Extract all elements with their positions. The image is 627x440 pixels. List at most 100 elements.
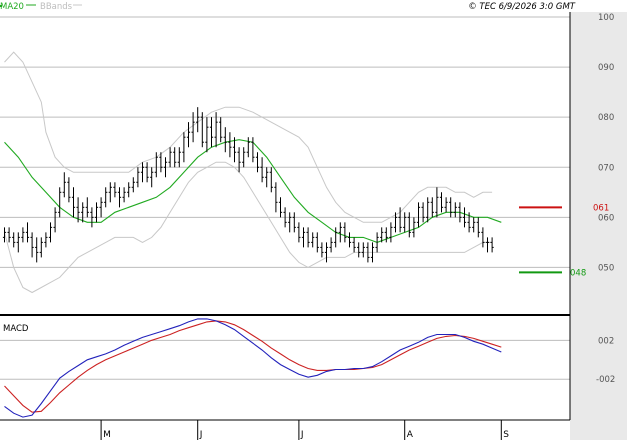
price-bar xyxy=(150,167,154,188)
price-bar xyxy=(85,197,89,218)
price-bar xyxy=(136,167,140,188)
price-bar xyxy=(246,137,250,158)
bbands-legend-label: BBands xyxy=(40,2,73,12)
macd-tick-label: -002 xyxy=(596,375,615,385)
price-bar xyxy=(490,237,494,253)
price-bar xyxy=(278,197,283,218)
price-bar xyxy=(76,197,80,223)
right-axis-background xyxy=(570,12,627,440)
price-tick-label: 090 xyxy=(598,63,614,73)
price-bar xyxy=(219,117,223,143)
price-bar xyxy=(366,242,370,263)
price-bar xyxy=(182,132,186,163)
price-bar xyxy=(159,152,163,173)
macd-panel: 002 -002 xyxy=(0,318,615,418)
price-bar xyxy=(265,167,269,188)
price-bar xyxy=(292,212,296,233)
price-bar xyxy=(251,137,255,163)
price-bar xyxy=(242,147,246,168)
price-bar xyxy=(430,197,434,218)
price-bar xyxy=(338,222,342,243)
signal-line xyxy=(4,320,502,413)
price-bar xyxy=(35,237,39,263)
price-bar xyxy=(99,197,103,218)
price-bar xyxy=(439,192,444,213)
macd-line xyxy=(4,318,502,418)
price-bar xyxy=(416,202,421,228)
price-bar xyxy=(108,182,112,203)
price-bar xyxy=(30,232,34,258)
price-bar xyxy=(324,242,329,263)
x-tick-label: S xyxy=(503,430,509,440)
price-bar xyxy=(196,107,200,133)
price-bar xyxy=(177,147,181,168)
price-bar xyxy=(403,212,407,233)
price-bar xyxy=(283,207,287,228)
price-bar xyxy=(53,207,57,233)
price-bar xyxy=(421,202,425,223)
price-bar xyxy=(357,242,361,258)
x-tick-label: M xyxy=(103,430,111,440)
price-bar xyxy=(352,237,356,253)
price-bar xyxy=(205,117,209,153)
price-bar xyxy=(260,157,264,183)
price-bar xyxy=(485,237,490,253)
price-bar xyxy=(44,232,48,248)
x-tick-label: J xyxy=(300,430,304,440)
price-bar xyxy=(462,207,467,228)
price-tick-label: 070 xyxy=(598,163,614,173)
price-bar xyxy=(472,217,476,233)
price-bar xyxy=(274,182,278,213)
price-bar xyxy=(127,182,131,198)
price-bar xyxy=(375,232,379,253)
bbands-lower-line xyxy=(4,161,493,294)
price-bar xyxy=(288,212,292,233)
price-bar xyxy=(16,232,20,253)
price-bar xyxy=(140,162,145,183)
resistance-level-label: 061 xyxy=(593,203,609,213)
macd-title: MACD xyxy=(3,324,29,334)
price-bar xyxy=(228,132,232,158)
price-bar xyxy=(71,187,76,218)
price-bar xyxy=(384,227,388,243)
price-bar xyxy=(131,177,135,193)
price-bar xyxy=(223,127,227,153)
price-bar xyxy=(329,237,333,253)
price-bar xyxy=(426,197,430,223)
price-bar xyxy=(237,147,241,173)
price-bar xyxy=(435,187,439,218)
price-bar xyxy=(2,227,7,243)
price-bar xyxy=(389,222,393,243)
price-bar xyxy=(407,212,411,238)
price-tick-label: 050 xyxy=(598,263,614,273)
price-bar xyxy=(104,187,108,208)
price-bar xyxy=(380,227,384,243)
price-bar xyxy=(347,232,352,248)
price-bar xyxy=(269,167,273,193)
price-tick-label: 100 xyxy=(598,13,614,23)
price-bar xyxy=(39,237,43,258)
price-bar xyxy=(25,222,30,243)
price-bar xyxy=(122,187,126,203)
bbands-upper-line xyxy=(4,51,493,223)
price-bar xyxy=(467,212,471,233)
price-tick-label: 080 xyxy=(598,113,614,123)
price-panel: 100 090 080 070 060 050 061 048 xyxy=(0,13,614,315)
price-bar xyxy=(81,202,85,223)
x-tick-label: A xyxy=(407,430,414,440)
support-level-label: 048 xyxy=(570,268,586,278)
price-tick-label: 060 xyxy=(598,213,614,223)
price-bar xyxy=(398,207,402,233)
price-bar xyxy=(113,182,117,198)
price-bar xyxy=(7,227,11,243)
price-bar xyxy=(186,122,191,148)
price-bar xyxy=(343,222,347,243)
price-bar xyxy=(306,227,310,248)
price-bar xyxy=(214,112,218,148)
price-bar xyxy=(12,232,16,248)
price-bar xyxy=(458,202,462,223)
price-bar xyxy=(297,222,301,243)
price-bar xyxy=(48,222,53,243)
price-bar xyxy=(163,157,168,178)
macd-tick-label: 002 xyxy=(598,336,614,346)
